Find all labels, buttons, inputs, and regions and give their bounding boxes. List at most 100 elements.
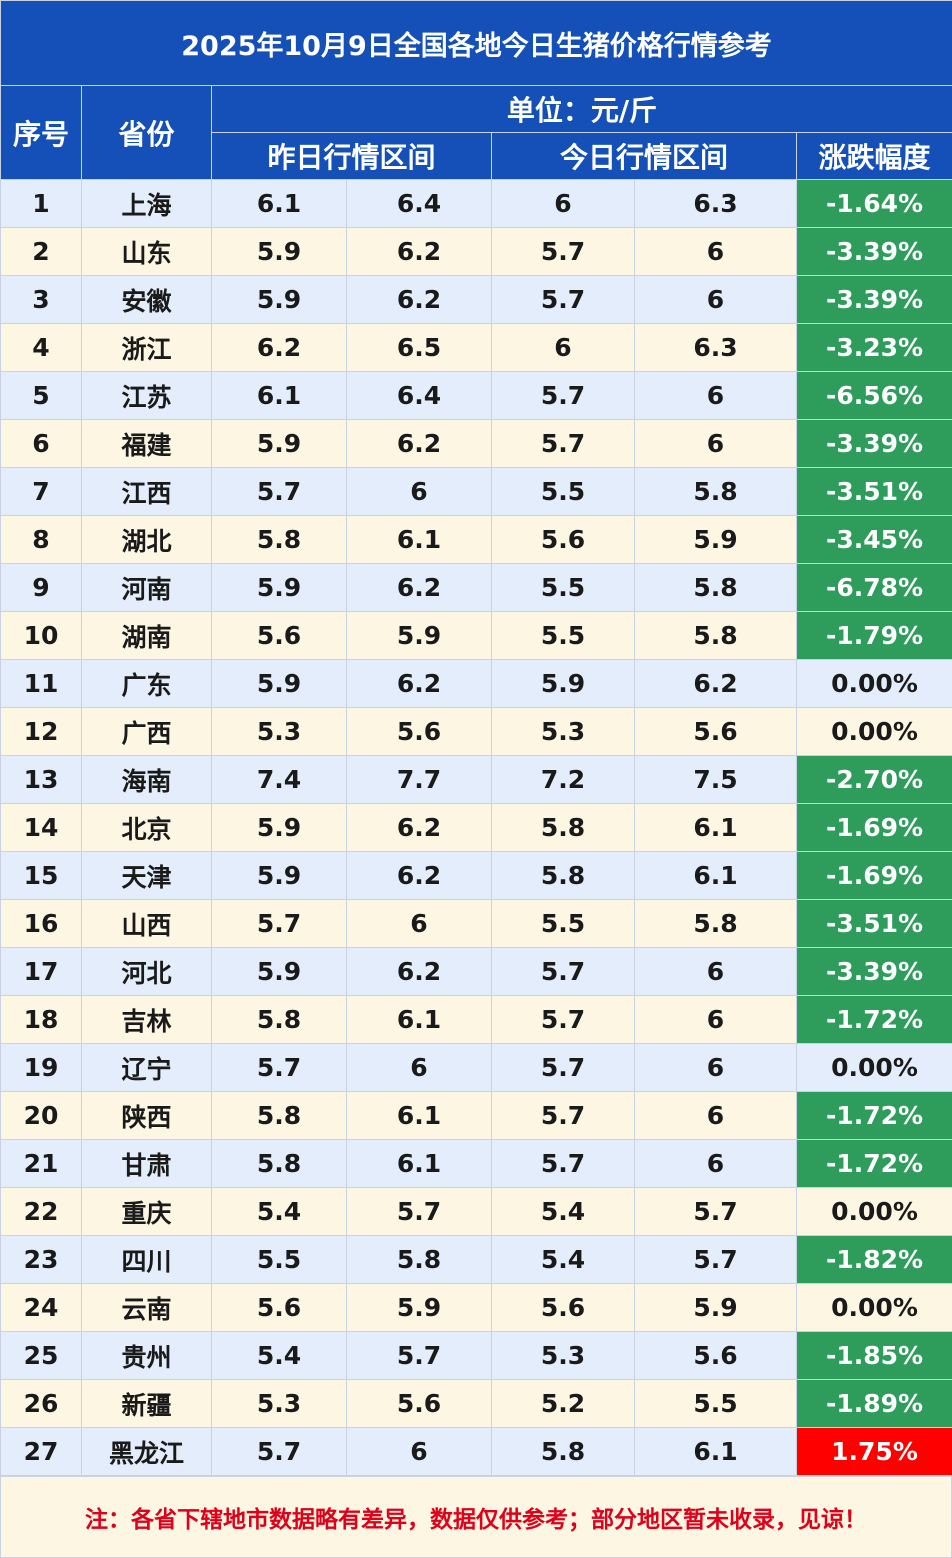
cell-yesterday-low: 5.7 bbox=[212, 1428, 347, 1476]
cell-change: -1.69% bbox=[797, 804, 952, 852]
cell-province: 北京 bbox=[82, 804, 212, 852]
cell-change: 1.75% bbox=[797, 1428, 952, 1476]
cell-today-low: 6 bbox=[492, 324, 635, 372]
cell-today-low: 5.8 bbox=[492, 852, 635, 900]
cell-yesterday-high: 5.9 bbox=[347, 1284, 492, 1332]
cell-today-high: 6 bbox=[635, 420, 797, 468]
cell-province: 广西 bbox=[82, 708, 212, 756]
cell-province: 甘肃 bbox=[82, 1140, 212, 1188]
cell-today-low: 5.8 bbox=[492, 1428, 635, 1476]
header-unit: 单位：元/斤 bbox=[212, 86, 952, 133]
cell-province: 黑龙江 bbox=[82, 1428, 212, 1476]
cell-today-low: 6 bbox=[492, 180, 635, 228]
cell-change: -1.89% bbox=[797, 1380, 952, 1428]
cell-today-low: 5.7 bbox=[492, 420, 635, 468]
cell-change: -6.78% bbox=[797, 564, 952, 612]
cell-yesterday-high: 6 bbox=[347, 1044, 492, 1092]
cell-today-low: 5.7 bbox=[492, 1140, 635, 1188]
cell-today-high: 6 bbox=[635, 948, 797, 996]
cell-change: -1.72% bbox=[797, 996, 952, 1044]
cell-seq: 18 bbox=[1, 996, 82, 1044]
cell-yesterday-low: 5.3 bbox=[212, 708, 347, 756]
cell-seq: 1 bbox=[1, 180, 82, 228]
cell-seq: 2 bbox=[1, 228, 82, 276]
cell-province: 云南 bbox=[82, 1284, 212, 1332]
cell-yesterday-low: 5.4 bbox=[212, 1188, 347, 1236]
cell-change: -3.39% bbox=[797, 276, 952, 324]
cell-today-low: 5.9 bbox=[492, 660, 635, 708]
cell-today-high: 6.2 bbox=[635, 660, 797, 708]
cell-yesterday-low: 5.8 bbox=[212, 996, 347, 1044]
header-yesterday-range: 昨日行情区间 bbox=[212, 133, 492, 180]
cell-seq: 6 bbox=[1, 420, 82, 468]
page-title: 2025年10月9日全国各地今日生猪价格行情参考 bbox=[1, 1, 952, 86]
cell-yesterday-low: 5.8 bbox=[212, 516, 347, 564]
cell-yesterday-low: 5.9 bbox=[212, 228, 347, 276]
cell-today-low: 5.2 bbox=[492, 1380, 635, 1428]
cell-today-high: 5.9 bbox=[635, 516, 797, 564]
cell-change: 0.00% bbox=[797, 1284, 952, 1332]
cell-seq: 7 bbox=[1, 468, 82, 516]
cell-seq: 21 bbox=[1, 1140, 82, 1188]
cell-yesterday-high: 5.6 bbox=[347, 708, 492, 756]
cell-change: 0.00% bbox=[797, 1044, 952, 1092]
cell-change: -1.64% bbox=[797, 180, 952, 228]
cell-today-low: 5.8 bbox=[492, 804, 635, 852]
cell-change: -6.56% bbox=[797, 372, 952, 420]
cell-change: -3.39% bbox=[797, 228, 952, 276]
cell-province: 陕西 bbox=[82, 1092, 212, 1140]
cell-today-high: 6.3 bbox=[635, 324, 797, 372]
cell-province: 江苏 bbox=[82, 372, 212, 420]
cell-yesterday-high: 6 bbox=[347, 468, 492, 516]
cell-yesterday-high: 6.1 bbox=[347, 1092, 492, 1140]
cell-change: 0.00% bbox=[797, 660, 952, 708]
cell-yesterday-high: 6.2 bbox=[347, 660, 492, 708]
cell-today-low: 5.4 bbox=[492, 1236, 635, 1284]
cell-today-high: 7.5 bbox=[635, 756, 797, 804]
cell-yesterday-high: 6.4 bbox=[347, 180, 492, 228]
cell-yesterday-low: 5.9 bbox=[212, 420, 347, 468]
cell-province: 湖南 bbox=[82, 612, 212, 660]
cell-seq: 12 bbox=[1, 708, 82, 756]
cell-yesterday-low: 5.6 bbox=[212, 612, 347, 660]
header-province: 省份 bbox=[82, 86, 212, 180]
cell-today-high: 5.8 bbox=[635, 564, 797, 612]
cell-province: 贵州 bbox=[82, 1332, 212, 1380]
cell-seq: 26 bbox=[1, 1380, 82, 1428]
table-header: 2025年10月9日全国各地今日生猪价格行情参考 序号 省份 单位：元/斤 昨日… bbox=[1, 1, 952, 180]
cell-province: 浙江 bbox=[82, 324, 212, 372]
cell-yesterday-low: 5.7 bbox=[212, 900, 347, 948]
cell-today-low: 5.3 bbox=[492, 1332, 635, 1380]
cell-yesterday-high: 6.2 bbox=[347, 564, 492, 612]
cell-yesterday-low: 5.9 bbox=[212, 276, 347, 324]
cell-province: 吉林 bbox=[82, 996, 212, 1044]
cell-today-low: 5.7 bbox=[492, 228, 635, 276]
cell-yesterday-low: 5.8 bbox=[212, 1092, 347, 1140]
cell-yesterday-high: 6.5 bbox=[347, 324, 492, 372]
cell-change: -1.85% bbox=[797, 1332, 952, 1380]
cell-yesterday-low: 5.3 bbox=[212, 1380, 347, 1428]
cell-today-high: 5.8 bbox=[635, 612, 797, 660]
cell-seq: 16 bbox=[1, 900, 82, 948]
cell-yesterday-low: 5.9 bbox=[212, 804, 347, 852]
cell-change: -3.51% bbox=[797, 468, 952, 516]
cell-yesterday-high: 6.1 bbox=[347, 996, 492, 1044]
cell-today-high: 5.6 bbox=[635, 1332, 797, 1380]
cell-change: 0.00% bbox=[797, 708, 952, 756]
cell-seq: 24 bbox=[1, 1284, 82, 1332]
